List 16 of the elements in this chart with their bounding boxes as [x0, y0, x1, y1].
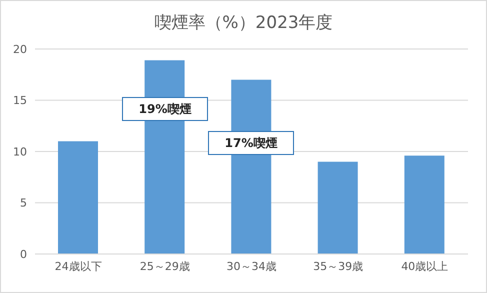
bar — [318, 162, 358, 254]
annotation: 19%喫煙 — [122, 97, 208, 121]
bar — [58, 141, 98, 254]
x-tick-label: 40歳以上 — [401, 260, 448, 273]
annotation: 17%喫煙 — [208, 131, 294, 155]
x-tick-label: 25～29歳 — [140, 260, 190, 273]
x-tick-label: 30～34歳 — [226, 260, 276, 273]
y-tick-label: 20 — [13, 42, 27, 56]
bar — [404, 156, 444, 254]
y-tick-label: 10 — [13, 145, 27, 158]
y-tick-label: 0 — [20, 248, 27, 261]
x-tick-label: 35～39歳 — [313, 260, 364, 273]
chart-title: 喫煙率（%）2023年度 — [153, 12, 334, 34]
y-tick-label: 15 — [13, 94, 27, 108]
x-tick-label: 24歳以下 — [54, 260, 102, 273]
y-tick-label: 5 — [20, 196, 27, 210]
